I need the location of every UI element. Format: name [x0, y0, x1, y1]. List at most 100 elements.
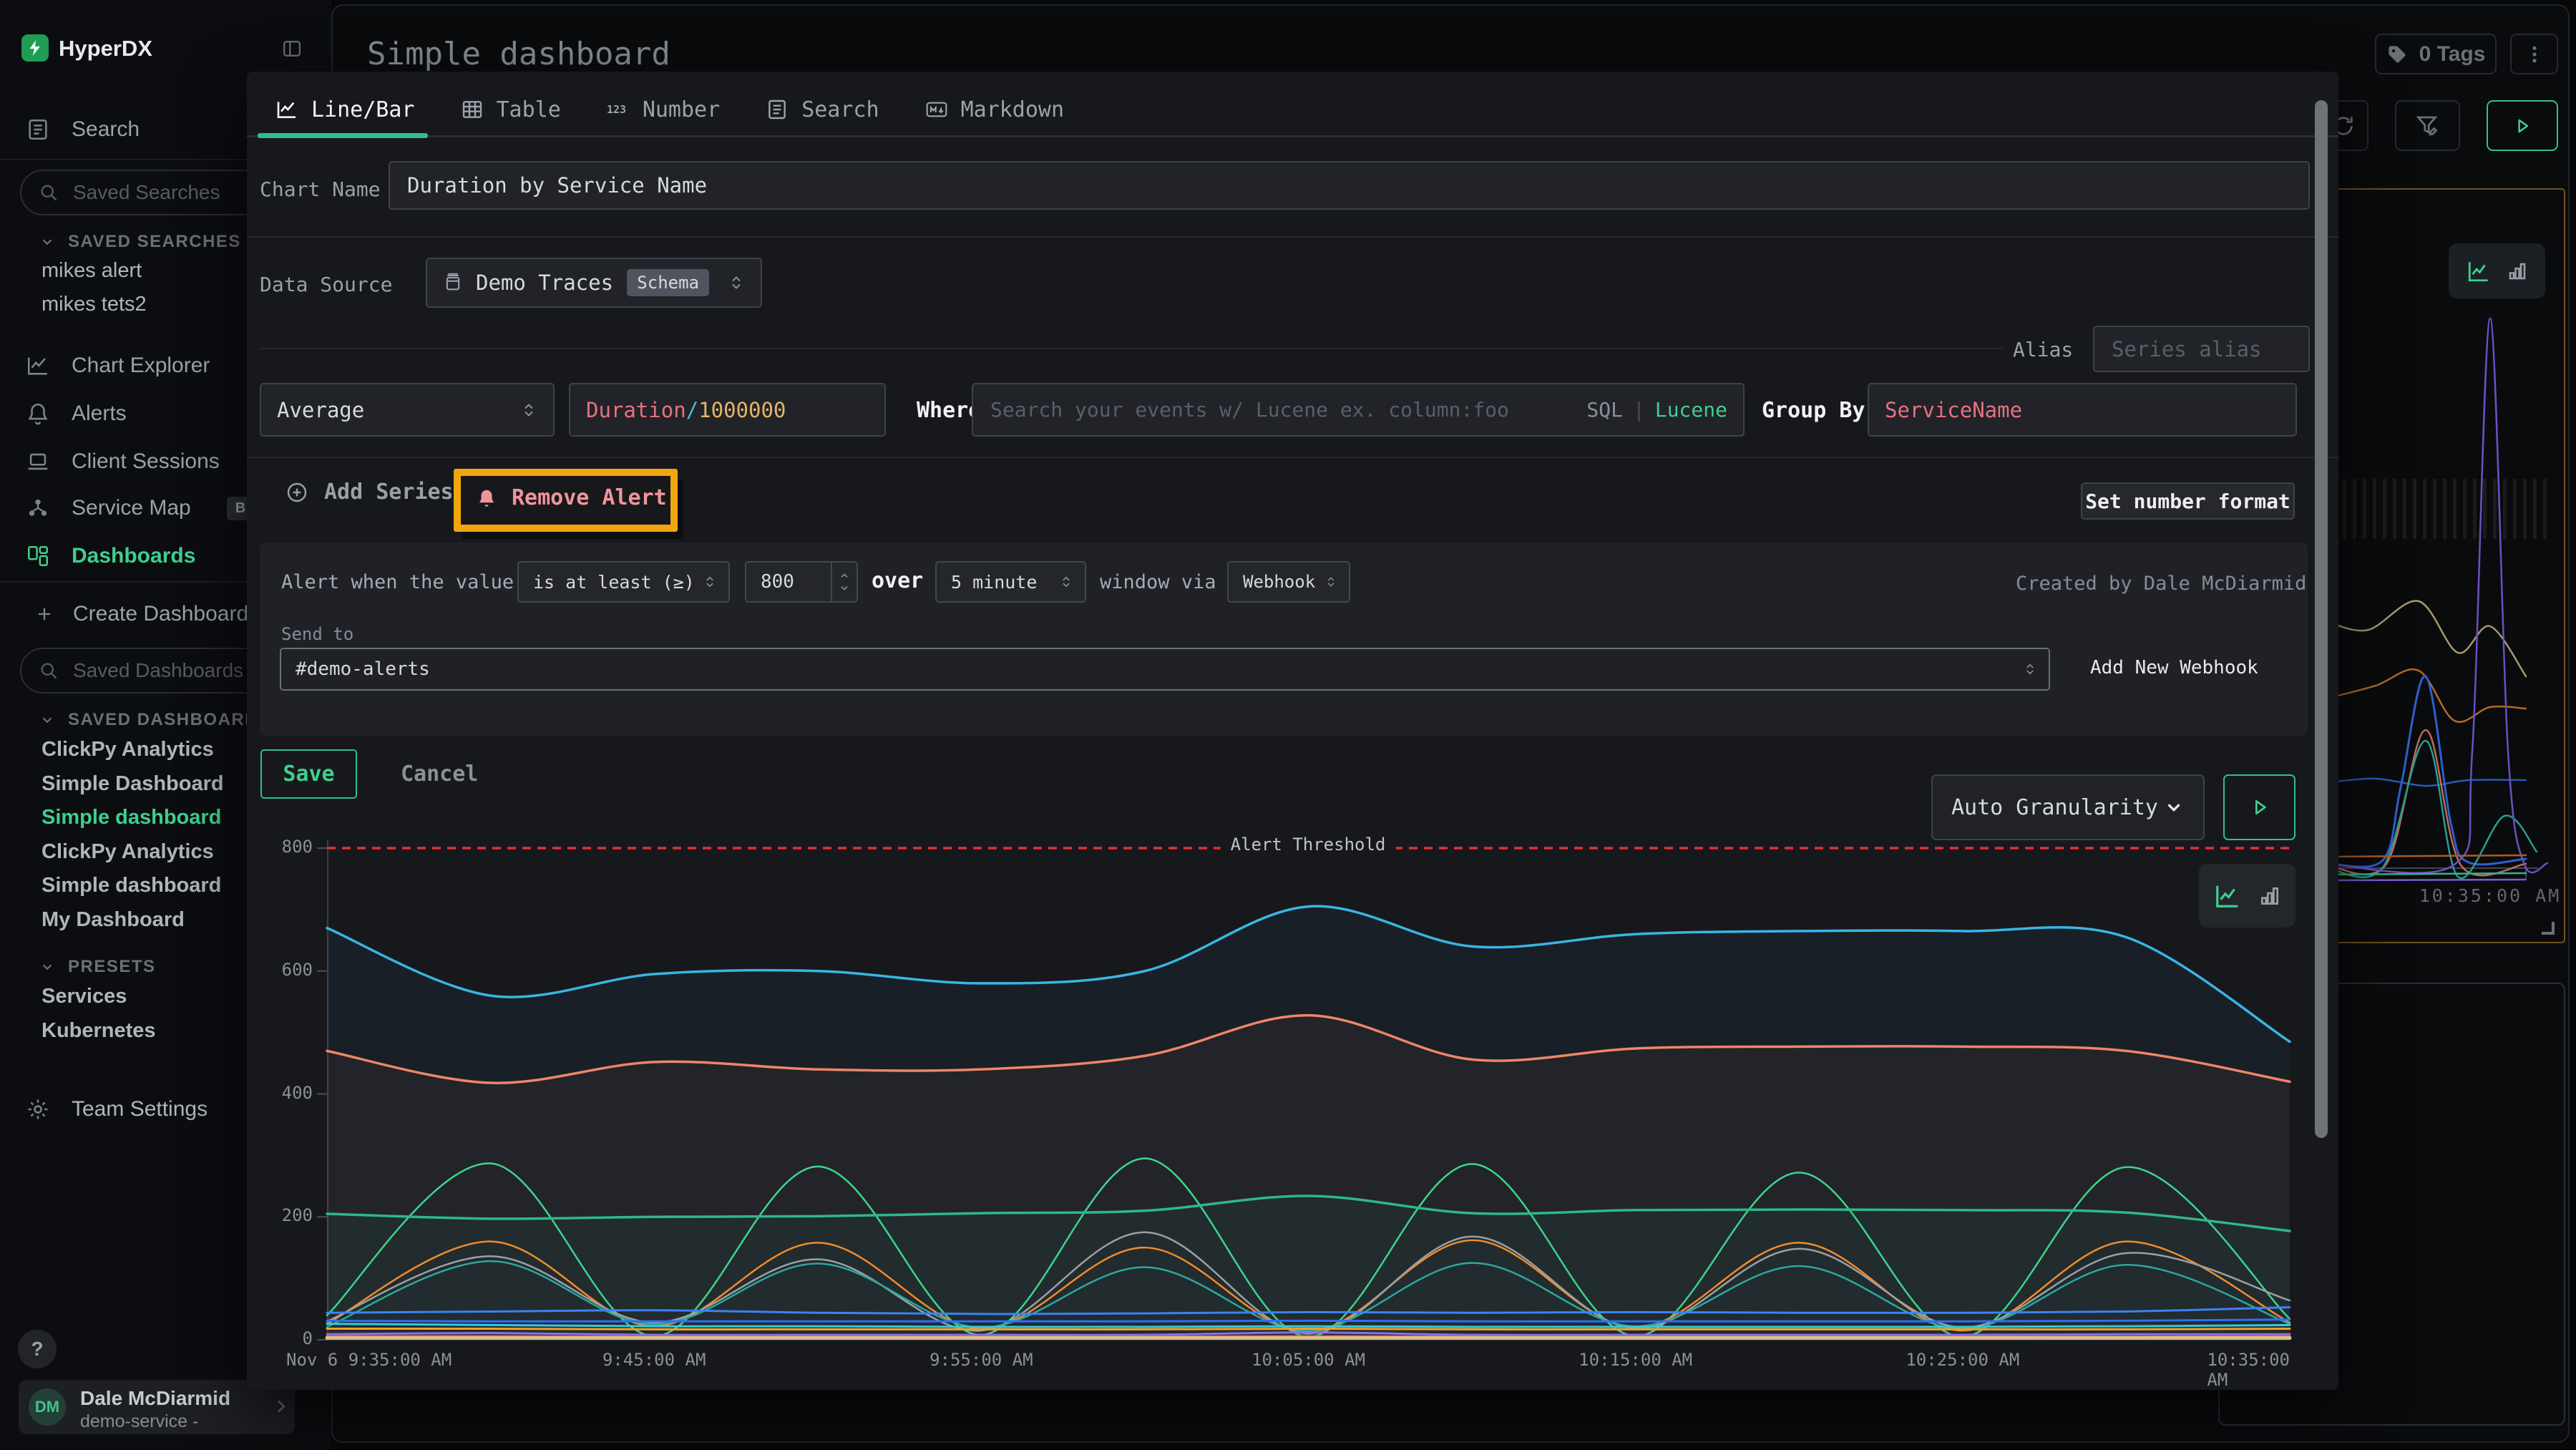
alias-input[interactable] [2110, 336, 2293, 362]
alert-threshold-stepper[interactable] [745, 561, 858, 603]
user-name: Dale McDiarmid [80, 1387, 230, 1410]
schema-badge[interactable]: Schema [627, 269, 709, 296]
line-chart-icon[interactable] [2467, 259, 2491, 283]
tab-search[interactable]: Search [766, 97, 879, 122]
bg-chart-type-toggle[interactable] [2449, 243, 2545, 298]
avatar: DM [29, 1388, 66, 1426]
tab-number[interactable]: 123 Number [607, 97, 720, 122]
search-doc-icon [26, 117, 50, 142]
chevron-down-icon [39, 959, 55, 975]
saved-search-item[interactable]: mikes alert [42, 259, 142, 283]
data-source-label: Data Source [260, 273, 392, 296]
preset-item[interactable]: Services [42, 985, 127, 1008]
alert-channel-select[interactable]: Webhook [1227, 561, 1350, 603]
chevron-down-icon [2163, 797, 2185, 818]
chart-name-label: Chart Name [260, 177, 381, 201]
sidebar-item-client-sessions[interactable]: Client Sessions [26, 440, 220, 483]
alert-window-select[interactable]: 5 minute [935, 561, 1086, 603]
dashboard-item[interactable]: Simple dashboard [42, 874, 221, 897]
tab-line-bar[interactable]: Line/Bar [275, 97, 415, 122]
alert-threshold-input[interactable] [746, 570, 831, 593]
bell-icon [476, 487, 497, 509]
where-search-field[interactable]: SQL | Lucene [972, 383, 1745, 437]
lucene-toggle[interactable]: Lucene [1655, 398, 1727, 422]
saved-dashboards-header[interactable]: SAVED DASHBOARDS [39, 710, 271, 730]
dashboard-item-active[interactable]: Simple dashboard [42, 806, 221, 829]
run-query-button[interactable] [2487, 100, 2558, 151]
search-icon [39, 183, 59, 203]
chevron-down-icon [39, 712, 55, 728]
tags-button[interactable]: 0 Tags [2375, 34, 2497, 74]
modal-scrollbar[interactable] [2315, 100, 2328, 1138]
preset-item[interactable]: Kubernetes [42, 1019, 156, 1043]
dashboard-item[interactable]: My Dashboard [42, 908, 185, 932]
group-by-label: Group By [1762, 398, 1865, 423]
sidebar-item-chart-explorer[interactable]: Chart Explorer [26, 344, 210, 387]
presets-header[interactable]: PRESETS [39, 957, 156, 977]
add-new-webhook-link[interactable]: Add New Webhook [2090, 657, 2258, 678]
x-tick-label: 10:05:00 AM [1252, 1350, 1365, 1370]
tab-table[interactable]: Table [461, 97, 561, 122]
chevron-down-icon [39, 234, 55, 250]
saved-searches-input[interactable] [72, 180, 275, 205]
sidebar-item-dashboards[interactable]: Dashboards [26, 535, 195, 578]
chart-name-input[interactable] [406, 172, 2293, 198]
dashboard-item[interactable]: ClickPy Analytics [42, 840, 214, 864]
dashboard-item[interactable]: Simple Dashboard [42, 772, 224, 796]
sidebar-item-alerts[interactable]: Alerts [26, 392, 127, 435]
user-subtitle: demo-service - [80, 1411, 198, 1432]
aggregation-select[interactable]: Average [260, 383, 555, 437]
chevron-updown-icon [703, 575, 717, 589]
sidebar-item-team-settings[interactable]: Team Settings [26, 1088, 208, 1131]
divider [247, 236, 2338, 238]
data-source-value: Demo Traces [476, 271, 613, 295]
bar-chart-icon[interactable] [2258, 885, 2281, 908]
expression-operator: / [686, 398, 698, 422]
save-button[interactable]: Save [260, 749, 357, 799]
add-series-button[interactable]: Add Series [286, 480, 454, 505]
brand-name: HyperDX [59, 36, 152, 62]
chart-name-field[interactable] [389, 161, 2310, 210]
x-tick-label: 9:45:00 AM [602, 1350, 706, 1370]
alert-prefix: Alert when the value [281, 571, 514, 593]
bar-chart-icon[interactable] [2507, 261, 2528, 282]
tab-bar: Line/Bar Table 123 Number Search Markdow… [275, 87, 1064, 132]
y-tick-label: 200 [247, 1205, 313, 1225]
kebab-menu-button[interactable] [2510, 34, 2558, 74]
plus-circle-icon [286, 481, 308, 504]
sidebar-collapse-icon[interactable] [281, 39, 303, 58]
create-dashboard-button[interactable]: Create Dashboard [34, 593, 248, 636]
data-source-select[interactable]: Demo Traces Schema [426, 258, 762, 308]
saved-search-item[interactable]: mikes tets2 [42, 293, 147, 316]
sql-toggle[interactable]: SQL [1586, 398, 1623, 422]
where-search-input[interactable] [989, 397, 1586, 422]
resize-handle[interactable] [2542, 922, 2555, 935]
line-chart-icon [275, 98, 298, 121]
saved-searches-header[interactable]: SAVED SEARCHES [39, 232, 241, 252]
y-tick-label: 800 [247, 837, 313, 857]
filter-edit-icon [2415, 113, 2441, 139]
remove-alert-button[interactable]: Remove Alert [476, 485, 667, 510]
table-icon [461, 98, 484, 121]
bell-icon [26, 402, 50, 426]
help-button[interactable]: ? [18, 1330, 57, 1368]
filter-button[interactable] [2395, 100, 2460, 151]
line-chart-icon[interactable] [2214, 882, 2241, 910]
saved-dashboards-input[interactable] [72, 658, 275, 683]
alert-condition-select[interactable]: is at least (≥) [517, 561, 730, 603]
send-to-select[interactable]: #demo-alerts [280, 648, 2050, 691]
expression-field[interactable]: Duration/1000000 [569, 383, 886, 437]
alias-field[interactable] [2093, 326, 2310, 372]
cancel-button[interactable]: Cancel [401, 749, 478, 799]
sidebar-item-service-map[interactable]: Service Map BETA [26, 487, 285, 530]
group-by-field[interactable]: ServiceName [1868, 383, 2297, 437]
x-tick-label: Nov 6 9:35:00 AM [286, 1350, 452, 1370]
alert-threshold-label: Alert Threshold [1221, 835, 1396, 855]
set-number-format-button[interactable]: Set number format [2081, 482, 2295, 520]
service-map-icon [26, 496, 50, 520]
tab-markdown[interactable]: Markdown [925, 97, 1065, 122]
chart-type-toggle[interactable] [2199, 864, 2296, 928]
dashboard-item[interactable]: ClickPy Analytics [42, 738, 214, 762]
sidebar-item-search[interactable]: Search [26, 108, 140, 151]
spinner-buttons[interactable] [831, 563, 857, 601]
